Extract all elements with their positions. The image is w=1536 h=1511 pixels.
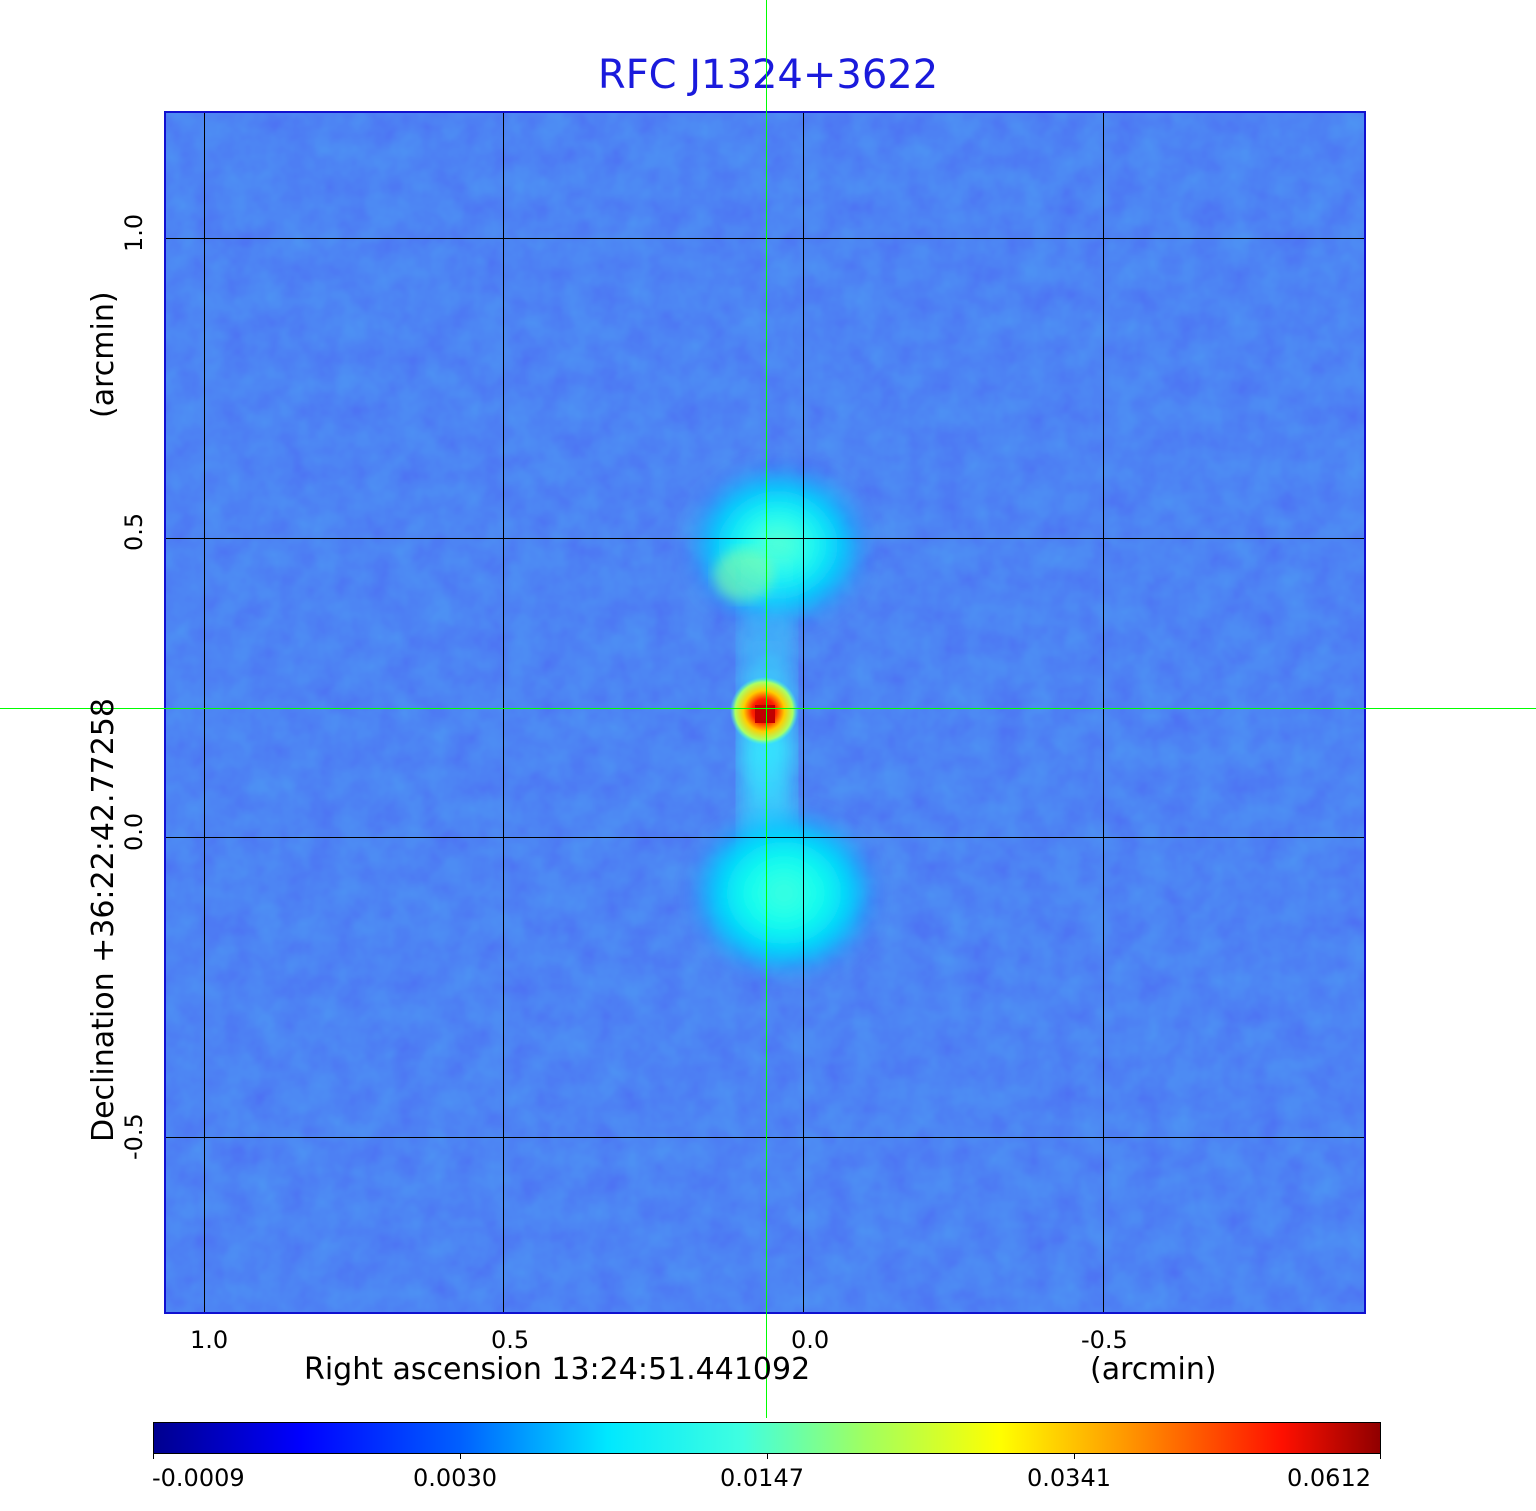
grid-horizontal xyxy=(166,238,1364,239)
colorbar-tick-label: 0.0341 xyxy=(1027,1464,1111,1492)
crosshair-vertical xyxy=(766,0,767,1418)
x-tick-label: -0.5 xyxy=(1081,1326,1128,1354)
crosshair-horizontal xyxy=(0,708,1536,709)
x-axis-label: Right ascension 13:24:51.441092 xyxy=(304,1352,811,1387)
y-axis-label: Declination +36:22:42.77258 xyxy=(86,698,121,1142)
image-panel[interactable] xyxy=(164,111,1366,1314)
plot-title: RFC J1324+3622 xyxy=(597,52,939,98)
colorbar-tick-label: 0.0612 xyxy=(1287,1464,1371,1492)
grid-horizontal xyxy=(166,837,1364,838)
core-peak xyxy=(755,705,775,723)
y-tick-label: 0.5 xyxy=(120,512,148,551)
y-tick-label: -0.5 xyxy=(120,1113,148,1160)
colorbar-tick-mark xyxy=(153,1453,154,1459)
colorbar-tick-mark xyxy=(1380,1453,1381,1459)
y-axis-unit: (arcmin) xyxy=(86,291,121,418)
x-axis-unit: (arcmin) xyxy=(1090,1352,1217,1387)
y-tick-label: 0.0 xyxy=(120,812,148,851)
colorbar-tick-label: 0.0030 xyxy=(413,1464,497,1492)
grid-vertical xyxy=(803,113,804,1312)
grid-horizontal xyxy=(166,1137,1364,1138)
grid-vertical xyxy=(204,113,205,1312)
colorbar-tick-mark xyxy=(1074,1453,1075,1459)
x-tick-label: 0.5 xyxy=(491,1326,530,1354)
x-tick-label: 1.0 xyxy=(190,1326,229,1354)
grid-vertical xyxy=(1103,113,1104,1312)
radio-intensity-image xyxy=(166,113,1364,1312)
colorbar-tick-label: 0.0147 xyxy=(720,1464,804,1492)
grid-vertical xyxy=(503,113,504,1312)
colorbar-tick-mark xyxy=(767,1453,768,1459)
colorbar-tick-mark xyxy=(460,1453,461,1459)
colorbar-tick-label: -0.0009 xyxy=(152,1464,245,1492)
y-tick-label: 1.0 xyxy=(120,213,148,252)
grid-horizontal xyxy=(166,538,1364,539)
south-lobe xyxy=(692,811,876,975)
colorbar xyxy=(153,1422,1381,1454)
x-tick-label: 0.0 xyxy=(791,1326,830,1354)
